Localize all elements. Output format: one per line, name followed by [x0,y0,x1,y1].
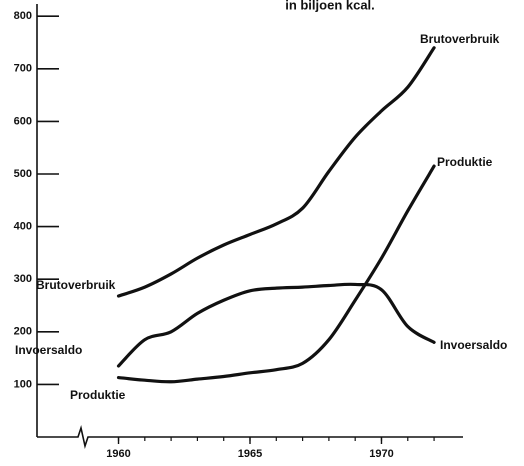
series-label: Produktie [437,155,493,169]
series-label: Invoersaldo [440,338,507,352]
y-tick-label: 700 [14,63,32,75]
y-tick-label: 100 [14,378,32,390]
x-tick-label: 1960 [106,448,130,460]
series-label: Brutoverbruik [420,32,500,46]
x-axis-break [73,425,463,449]
series-label: Produktie [70,388,126,402]
series-label: Invoersaldo [15,343,82,357]
x-tick-label: 1965 [238,448,262,460]
y-tick-label: 600 [14,115,32,127]
y-tick-label: 300 [14,273,32,285]
line-series [116,46,436,298]
x-tick-label: 1970 [369,448,393,460]
y-tick-label: 400 [14,221,32,233]
y-tick-label: 500 [14,168,32,180]
line-series [116,282,436,368]
chart-title: in biljoen kcal. [285,0,375,12]
series-label: Brutoverbruik [36,278,116,292]
y-tick-label: 800 [14,10,32,22]
line-series [116,164,436,384]
y-tick-label: 200 [14,326,32,338]
